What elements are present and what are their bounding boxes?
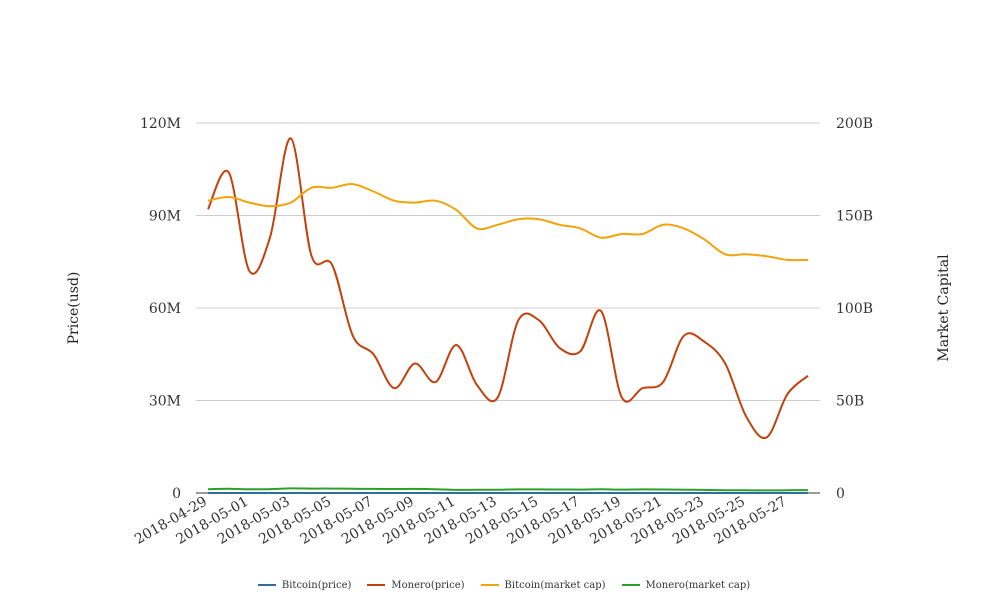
y-tick-label: 120M [140, 116, 181, 132]
y2-tick-label: 0 [836, 486, 845, 502]
legend-label: Monero(market cap) [645, 579, 751, 591]
legend-item-monero-price: Monero(price) [367, 579, 465, 591]
legend-label: Bitcoin(market cap) [504, 579, 606, 591]
legend-label: Bitcoin(price) [281, 579, 352, 591]
y2-tick-label: 200B [836, 116, 873, 132]
series-line-monero-market-cap [207, 487, 809, 492]
legend-item-bitcoin-price: Bitcoin(price) [257, 579, 352, 591]
legend-label: Monero(price) [391, 579, 465, 591]
legend-swatch [367, 584, 386, 586]
y-axis-title: Price(usd) [66, 272, 82, 345]
series-line-bitcoin-market-cap [207, 183, 809, 262]
y2-tick-label: 150B [836, 209, 873, 225]
legend-swatch [257, 584, 276, 586]
y-tick-label: 90M [149, 209, 181, 225]
y-tick-label: 60M [149, 301, 181, 317]
legend-swatch [480, 584, 499, 586]
series-layer [207, 137, 809, 495]
legend-item-monero-market-cap: Monero(market cap) [621, 579, 751, 591]
legend-swatch [621, 584, 640, 586]
y-tick-label: 0 [172, 486, 181, 502]
grid-lines [196, 122, 820, 494]
legend-item-bitcoin-market-cap: Bitcoin(market cap) [480, 579, 606, 591]
y2-tick-label: 100B [836, 301, 873, 317]
y-tick-label: 30M [149, 394, 181, 410]
chart-legend: Bitcoin(price) Monero(price) Bitcoin(marke… [0, 576, 1008, 594]
series-line-monero-price [207, 137, 809, 440]
y2-axis-title: Market Capital [936, 254, 952, 362]
y2-tick-label: 50B [836, 394, 864, 410]
axes: 030M60M90M120M050B100B150B200B2018-04-29… [132, 116, 873, 548]
